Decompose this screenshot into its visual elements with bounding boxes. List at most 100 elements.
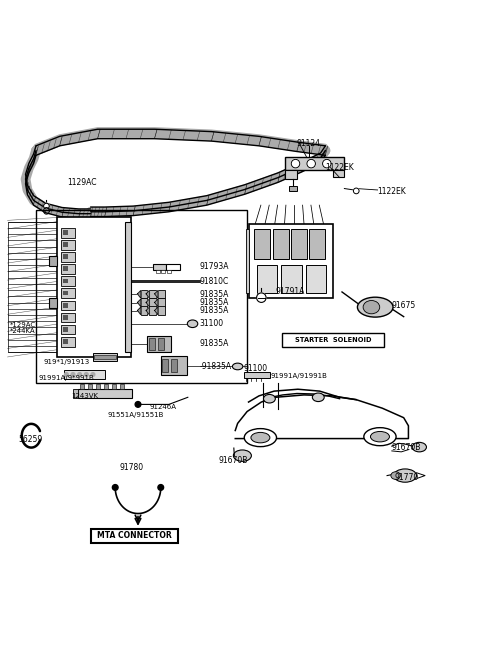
Text: MTA CONNECTOR: MTA CONNECTOR [97, 532, 172, 540]
Bar [61, 228, 75, 238]
Ellipse shape [394, 469, 417, 482]
Bar [96, 384, 100, 389]
Polygon shape [235, 395, 408, 439]
Bar [73, 389, 78, 397]
Bar [49, 256, 57, 266]
Bar [149, 290, 156, 298]
Polygon shape [155, 290, 158, 298]
Bar [63, 279, 68, 283]
Bar [61, 337, 75, 346]
Bar [80, 384, 84, 389]
Bar [94, 355, 116, 359]
Bar [63, 290, 68, 296]
Bar [61, 240, 75, 250]
Bar [8, 222, 66, 352]
Bar [88, 384, 92, 389]
Text: 91835A: 91835A [200, 306, 229, 315]
Bar [141, 290, 147, 298]
Bar [285, 156, 344, 170]
Bar [306, 265, 326, 293]
Bar [63, 254, 68, 259]
Circle shape [84, 373, 88, 376]
Bar [246, 229, 250, 293]
Text: 1122EK: 1122EK [325, 163, 354, 171]
Bar [61, 313, 75, 323]
Text: STARTER  SOLENOID: STARTER SOLENOID [295, 337, 371, 343]
Text: 91675: 91675 [392, 301, 416, 310]
Text: 56259: 56259 [18, 436, 42, 445]
Ellipse shape [244, 428, 276, 447]
Bar [63, 230, 68, 235]
Bar [147, 336, 171, 352]
Polygon shape [137, 307, 141, 315]
Text: 31100: 31100 [200, 319, 224, 328]
Text: 91124: 91124 [297, 139, 321, 148]
Circle shape [291, 160, 300, 168]
Bar [167, 270, 171, 273]
Bar [63, 315, 68, 320]
Bar [63, 267, 68, 271]
Text: *244KA: *244KA [10, 328, 36, 334]
Circle shape [44, 203, 49, 209]
Bar [49, 298, 57, 308]
Text: 91770: 91770 [394, 474, 419, 482]
Text: 1243VK: 1243VK [72, 393, 98, 399]
Bar [61, 288, 75, 298]
Ellipse shape [312, 393, 324, 401]
Bar [333, 170, 344, 177]
Polygon shape [137, 299, 141, 307]
Bar [61, 252, 75, 262]
Polygon shape [146, 299, 149, 307]
Bar [149, 306, 156, 315]
Ellipse shape [412, 442, 426, 452]
Bar [281, 265, 302, 293]
Bar [160, 357, 187, 374]
Text: 91835A: 91835A [200, 298, 229, 307]
Polygon shape [155, 307, 158, 315]
Text: 91670B: 91670B [219, 456, 248, 465]
Bar [154, 263, 167, 270]
Bar [61, 300, 75, 310]
Ellipse shape [232, 363, 243, 370]
Bar [63, 327, 68, 332]
Text: 91791A: 91791A [276, 287, 305, 296]
Circle shape [64, 373, 68, 376]
Text: 91780: 91780 [119, 463, 143, 472]
Bar [149, 298, 156, 307]
Bar [158, 298, 165, 307]
Ellipse shape [371, 432, 389, 442]
Bar [310, 229, 325, 260]
Text: 91835A: 91835A [200, 290, 229, 299]
Bar [93, 353, 117, 361]
Circle shape [78, 373, 82, 376]
Ellipse shape [187, 320, 198, 328]
Bar [273, 229, 288, 260]
Text: 91551A/91551B: 91551A/91551B [107, 412, 164, 418]
Circle shape [135, 401, 141, 407]
Polygon shape [146, 307, 149, 315]
Text: 1129AC: 1129AC [67, 178, 96, 187]
Text: 919*1/91913: 919*1/91913 [43, 359, 89, 365]
Text: 91991A/91991B: 91991A/91991B [271, 373, 328, 379]
Polygon shape [155, 299, 158, 307]
Bar [254, 229, 270, 260]
Text: 91991A/9*991B: 91991A/9*991B [38, 375, 94, 381]
Circle shape [353, 188, 359, 194]
Bar [288, 186, 297, 191]
Bar [158, 306, 165, 315]
Ellipse shape [364, 428, 396, 445]
Bar [162, 359, 168, 372]
Bar [257, 265, 277, 293]
Bar [61, 264, 75, 274]
Bar [161, 270, 165, 273]
Ellipse shape [391, 472, 400, 480]
Text: 91100: 91100 [244, 365, 268, 373]
Polygon shape [146, 290, 149, 298]
Bar [112, 384, 116, 389]
Text: 1122EK: 1122EK [378, 187, 407, 196]
Text: 91835A: 91835A [200, 339, 229, 348]
Circle shape [158, 485, 164, 490]
Bar [167, 263, 180, 270]
Circle shape [91, 373, 95, 376]
Text: 91670B: 91670B [392, 443, 421, 451]
